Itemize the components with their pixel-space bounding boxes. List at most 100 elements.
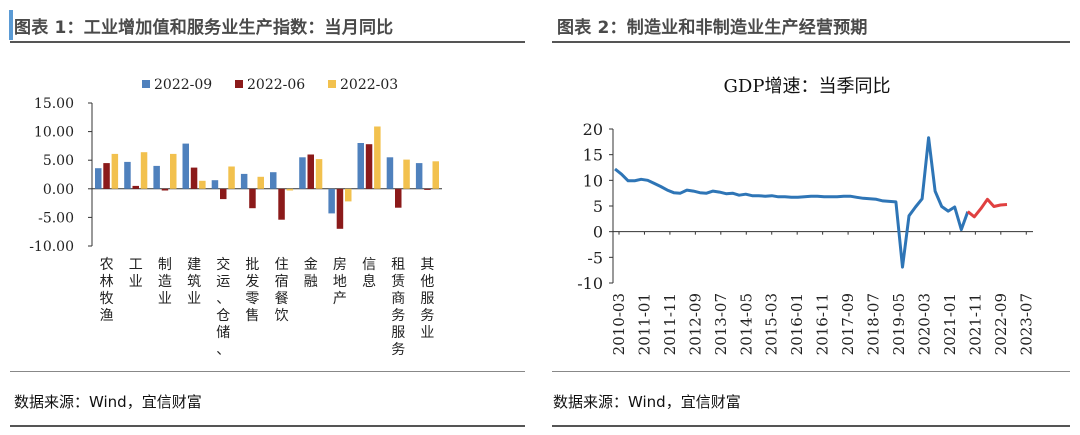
legend-swatch-2 bbox=[328, 80, 336, 88]
bar-1-1 bbox=[132, 185, 139, 189]
x-category-label: 租赁商务服务 bbox=[391, 257, 405, 358]
bar-2-4 bbox=[228, 166, 235, 189]
y-tick-label: 0 bbox=[593, 223, 603, 242]
bar-2-10 bbox=[403, 159, 410, 189]
bar-1-2 bbox=[161, 188, 169, 191]
y-tick-label: 5.00 bbox=[43, 153, 74, 169]
x-tick-label: 2010-03 bbox=[610, 293, 628, 355]
x-tick-label: 2018-07 bbox=[865, 293, 883, 355]
x-category-label: 交运、仓储、 bbox=[216, 256, 230, 358]
x-tick-label: 2021-11 bbox=[966, 293, 984, 355]
bar-0-6 bbox=[270, 172, 277, 189]
y-tick-label: 10.00 bbox=[34, 125, 74, 141]
bar-0-2 bbox=[153, 165, 160, 189]
bar-1-9 bbox=[365, 144, 373, 189]
bar-0-1 bbox=[124, 161, 131, 189]
bar-0-7 bbox=[299, 157, 306, 189]
x-category-label: 建筑业 bbox=[187, 257, 201, 307]
x-category-label: 批发零售 bbox=[245, 257, 259, 324]
x-tick-label: 2015-03 bbox=[763, 293, 781, 355]
bar-2-1 bbox=[140, 152, 148, 189]
series-line-gdp-recent bbox=[966, 197, 1008, 219]
bar-1-7 bbox=[307, 154, 314, 189]
y-tick-label: 20 bbox=[583, 120, 603, 139]
chart2-inner-title: GDP增速：当季同比 bbox=[724, 76, 891, 97]
legend-label-0: 2022-09 bbox=[154, 77, 212, 93]
chart1-source: 数据来源：Wind，宜信财富 bbox=[14, 393, 202, 411]
x-tick-label: 2020-03 bbox=[916, 293, 934, 355]
y-tick-label: 0.00 bbox=[43, 182, 74, 198]
chart2-source: 数据来源：Wind，宜信财富 bbox=[553, 393, 741, 411]
bar-0-4 bbox=[211, 180, 219, 189]
x-category-label: 工业 bbox=[129, 257, 143, 290]
x-tick-label: 2017-09 bbox=[839, 293, 857, 355]
x-category-label: 房地产 bbox=[333, 257, 347, 307]
bar-0-9 bbox=[357, 143, 364, 189]
series-line-gdp bbox=[614, 136, 970, 269]
x-tick-label: 2016-11 bbox=[814, 293, 832, 355]
x-tick-label: 2014-05 bbox=[737, 293, 755, 355]
y-tick-label: -5 bbox=[587, 248, 603, 267]
x-tick-label: 2022-09 bbox=[992, 293, 1010, 355]
chart2-end-rule bbox=[552, 425, 1070, 427]
chart2-bottom-rule bbox=[552, 371, 1070, 372]
legend-label-2: 2022-03 bbox=[340, 77, 398, 93]
chart2-top-rule bbox=[552, 41, 1070, 43]
bar-1-8 bbox=[336, 188, 344, 229]
x-tick-label: 2013-07 bbox=[712, 293, 730, 355]
chart1-title: 图表 1：工业增加值和服务业生产指数：当月同比 bbox=[14, 18, 394, 38]
y-tick-label: 15 bbox=[583, 146, 603, 165]
x-tick-label: 2012-09 bbox=[686, 293, 704, 355]
y-tick-label: -10 bbox=[577, 274, 603, 293]
chart1-top-rule bbox=[10, 41, 525, 43]
bar-0-8 bbox=[328, 188, 335, 214]
x-tick-label: 2019-05 bbox=[890, 293, 908, 355]
bar-2-3 bbox=[199, 180, 206, 189]
y-tick-label: 10 bbox=[583, 171, 603, 190]
bar-1-6 bbox=[278, 188, 285, 220]
bar-2-9 bbox=[374, 126, 381, 189]
bar-2-2 bbox=[170, 153, 177, 189]
chart1-bar-chart: 2022-09 2022-06 2022-03 15.00 10.00 5.00 0.00 -… bbox=[29, 77, 442, 358]
bar-2-7 bbox=[315, 159, 323, 189]
x-tick-label: 2021-01 bbox=[941, 293, 959, 355]
x-category-label: 其他服务业 bbox=[420, 257, 434, 341]
x-tick-label: 2011-01 bbox=[636, 293, 654, 355]
y-tick-label: -10.00 bbox=[29, 239, 74, 255]
chart1-bottom-rule bbox=[10, 371, 525, 372]
bar-0-0 bbox=[95, 168, 102, 189]
x-category-label: 金融 bbox=[304, 257, 318, 290]
bar-1-0 bbox=[103, 163, 110, 189]
bar-2-0 bbox=[111, 153, 119, 189]
bar-1-11 bbox=[424, 188, 431, 190]
bar-2-8 bbox=[345, 188, 352, 202]
bar-0-10 bbox=[386, 157, 394, 189]
x-category-label: 农林牧渔 bbox=[100, 257, 114, 324]
bar-0-11 bbox=[415, 163, 423, 189]
chart2-line-chart: GDP增速：当季同比 20 15 10 5 0 -5 -10 2010-03 2011-01 201… bbox=[577, 76, 1035, 355]
bar-1-3 bbox=[190, 167, 198, 189]
chart2-title: 图表 2：制造业和非制造业生产经营预期 bbox=[557, 18, 868, 38]
chart1-end-rule bbox=[10, 425, 525, 427]
x-category-label: 制造业 bbox=[158, 257, 172, 307]
bar-0-5 bbox=[240, 173, 248, 189]
x-category-label: 住宿餐饮 bbox=[275, 257, 289, 324]
x-category-label: 信息 bbox=[362, 257, 376, 290]
bar-0-3 bbox=[182, 143, 189, 189]
bar-1-5 bbox=[249, 188, 256, 209]
bar-2-6 bbox=[286, 188, 294, 191]
bar-2-11 bbox=[432, 161, 439, 189]
x-tick-label: 2011-11 bbox=[661, 293, 679, 355]
y-tick-label: 5 bbox=[593, 197, 603, 216]
bar-2-5 bbox=[257, 176, 264, 189]
accent-bar bbox=[9, 10, 13, 40]
legend-swatch-1 bbox=[235, 80, 243, 88]
legend-label-1: 2022-06 bbox=[247, 77, 305, 93]
legend-swatch-0 bbox=[142, 80, 150, 88]
y-tick-label: -5.00 bbox=[38, 210, 74, 226]
y-tick-label: 15.00 bbox=[34, 96, 74, 112]
bar-1-4 bbox=[220, 188, 227, 200]
bar-1-10 bbox=[395, 188, 402, 208]
x-tick-label: 2023-07 bbox=[1017, 293, 1035, 355]
x-tick-label: 2016-01 bbox=[788, 293, 806, 355]
